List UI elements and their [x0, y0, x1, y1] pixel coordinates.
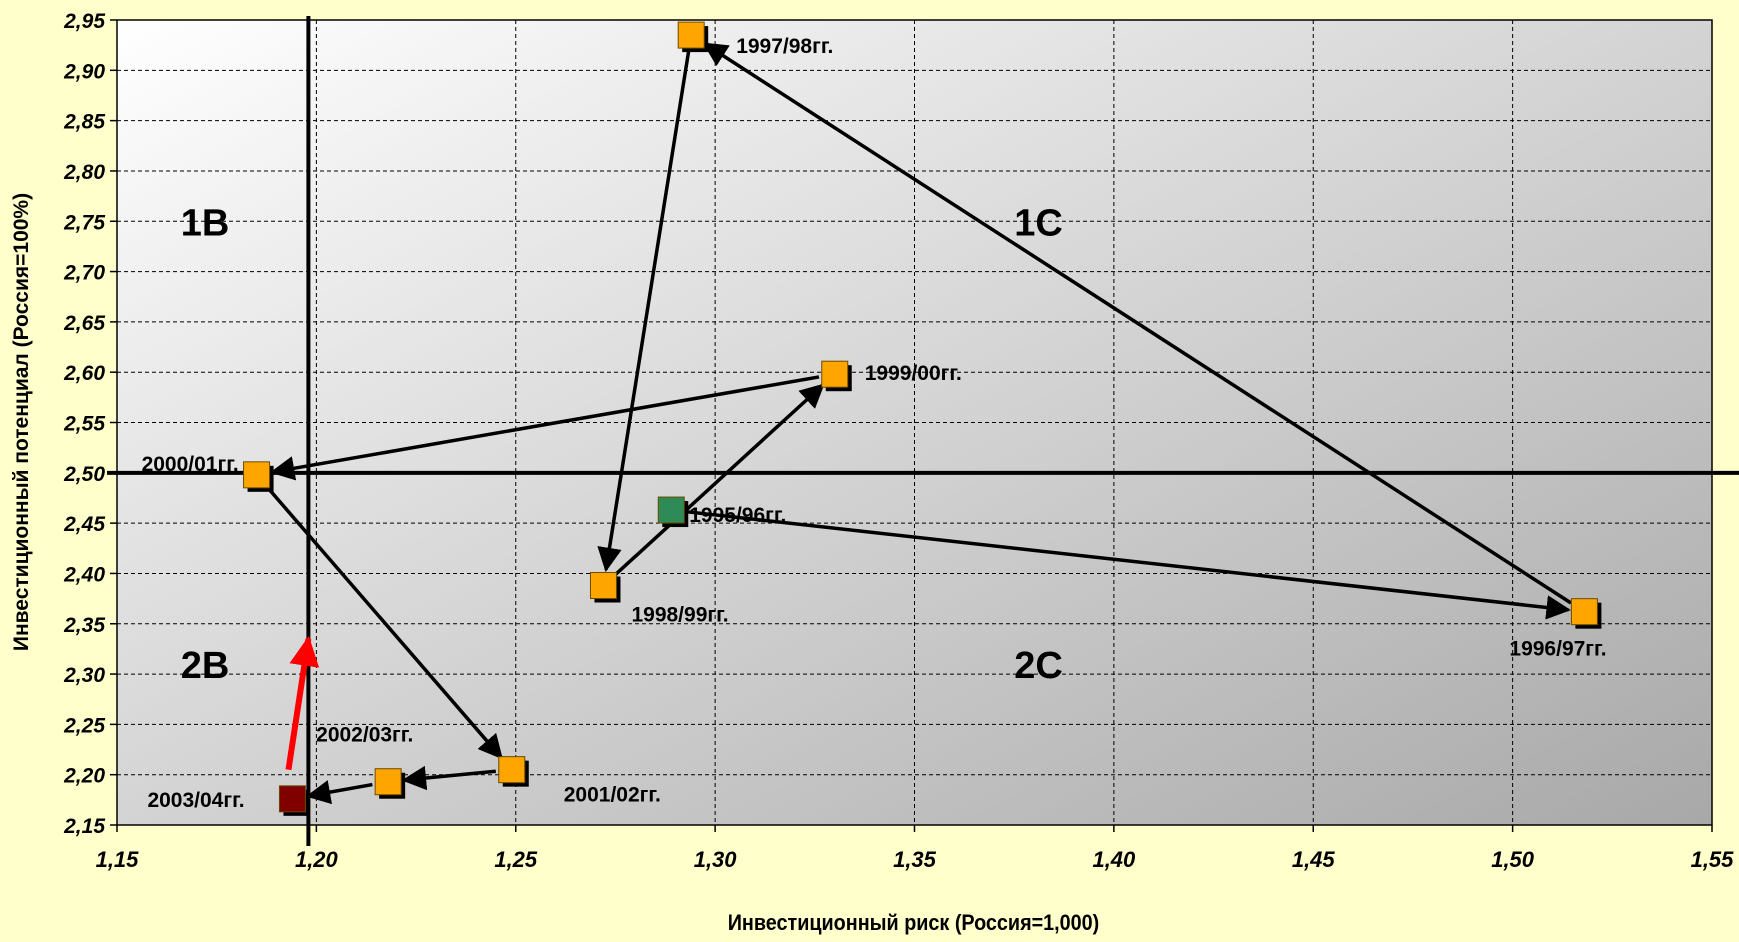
point-label: 2003/04гг.: [147, 789, 244, 812]
point-label: 1995/96гг.: [689, 504, 786, 527]
x-tick-label: 1,35: [893, 847, 937, 872]
y-tick-label: 2,20: [63, 765, 105, 788]
point-label: 2000/01гг.: [142, 453, 239, 476]
data-point: [498, 756, 526, 784]
y-tick-label: 2,65: [63, 312, 105, 335]
y-axis-label: Инвестиционный потенциал (Россия=100%): [10, 193, 33, 651]
data-points: [243, 21, 1602, 816]
y-tick-label: 2,50: [63, 463, 105, 486]
point-label: 1997/98гг.: [736, 35, 833, 58]
y-tick-label: 2,40: [63, 563, 105, 586]
reference-lines: [107, 16, 1739, 846]
point-labels: 1995/96гг. 1996/97гг. 1997/98гг. 1998/99гг.…: [142, 35, 1607, 812]
trajectory: [265, 42, 1572, 805]
trend-arrow: [285, 635, 320, 771]
data-point: [677, 21, 705, 49]
quadrant-labels: 1B 1C 2B 2C: [181, 202, 1063, 687]
x-tick-label: 1,40: [1092, 847, 1136, 872]
trajectory-arrow: [597, 50, 691, 573]
x-tick-label: 1,25: [494, 847, 538, 872]
x-axis-label: Инвестиционный риск (Россия=1,000): [728, 911, 1100, 935]
trajectory-arrow: [686, 510, 1571, 620]
trajectory-arrow: [265, 485, 503, 760]
y-tick-label: 2,25: [63, 714, 105, 737]
quadrant-label: 2C: [1014, 645, 1063, 687]
x-tick-label: 1,55: [1691, 847, 1735, 872]
y-tick-label: 2,35: [63, 614, 105, 637]
x-tick-label: 1,15: [96, 847, 140, 872]
y-tick-label: 2,45: [63, 513, 105, 536]
y-tick-label: 2,90: [63, 60, 105, 83]
y-tick-label: 2,75: [63, 211, 105, 234]
y-tick-label: 2,80: [63, 161, 105, 184]
trajectory-arrow: [614, 383, 825, 577]
y-tick-label: 2,55: [63, 413, 105, 436]
axis-ticks: 1,15 1,20 1,25 1,30 1,35 1,40 1,45 1,50 1,55 2,95…: [63, 10, 1734, 872]
data-point: [278, 785, 306, 813]
quadrant-label: 1C: [1014, 202, 1063, 244]
y-tick-label: 2,15: [63, 815, 105, 838]
data-point: [243, 461, 271, 489]
y-tick-label: 2,30: [63, 664, 105, 687]
point-label: 1996/97гг.: [1509, 638, 1606, 661]
point-label: 1999/00гг.: [865, 362, 962, 385]
data-point: [589, 572, 617, 600]
point-label: 2001/02гг.: [564, 784, 661, 807]
trajectory-arrow: [702, 42, 1572, 605]
point-label: 1998/99гг.: [631, 604, 728, 627]
point-label: 2002/03гг.: [316, 724, 413, 747]
data-point: [821, 360, 849, 388]
quadrant-label: 1B: [181, 202, 230, 244]
y-tick-label: 2,95: [63, 10, 105, 33]
grid: [117, 20, 1712, 825]
trajectory-arrow: [269, 375, 820, 481]
y-tick-label: 2,60: [63, 362, 105, 385]
x-tick-label: 1,30: [694, 847, 738, 872]
quadrant-label: 2B: [181, 645, 230, 687]
data-point: [657, 496, 685, 524]
x-tick-label: 1,50: [1491, 847, 1535, 872]
trajectory-arrow: [401, 765, 497, 791]
data-point: [374, 768, 402, 796]
x-tick-label: 1,45: [1292, 847, 1336, 872]
y-tick-label: 2,85: [63, 111, 105, 134]
trajectory-arrow: [305, 780, 373, 805]
y-tick-label: 2,70: [63, 262, 105, 285]
x-tick-label: 1,20: [295, 847, 339, 872]
data-point: [1570, 598, 1598, 626]
